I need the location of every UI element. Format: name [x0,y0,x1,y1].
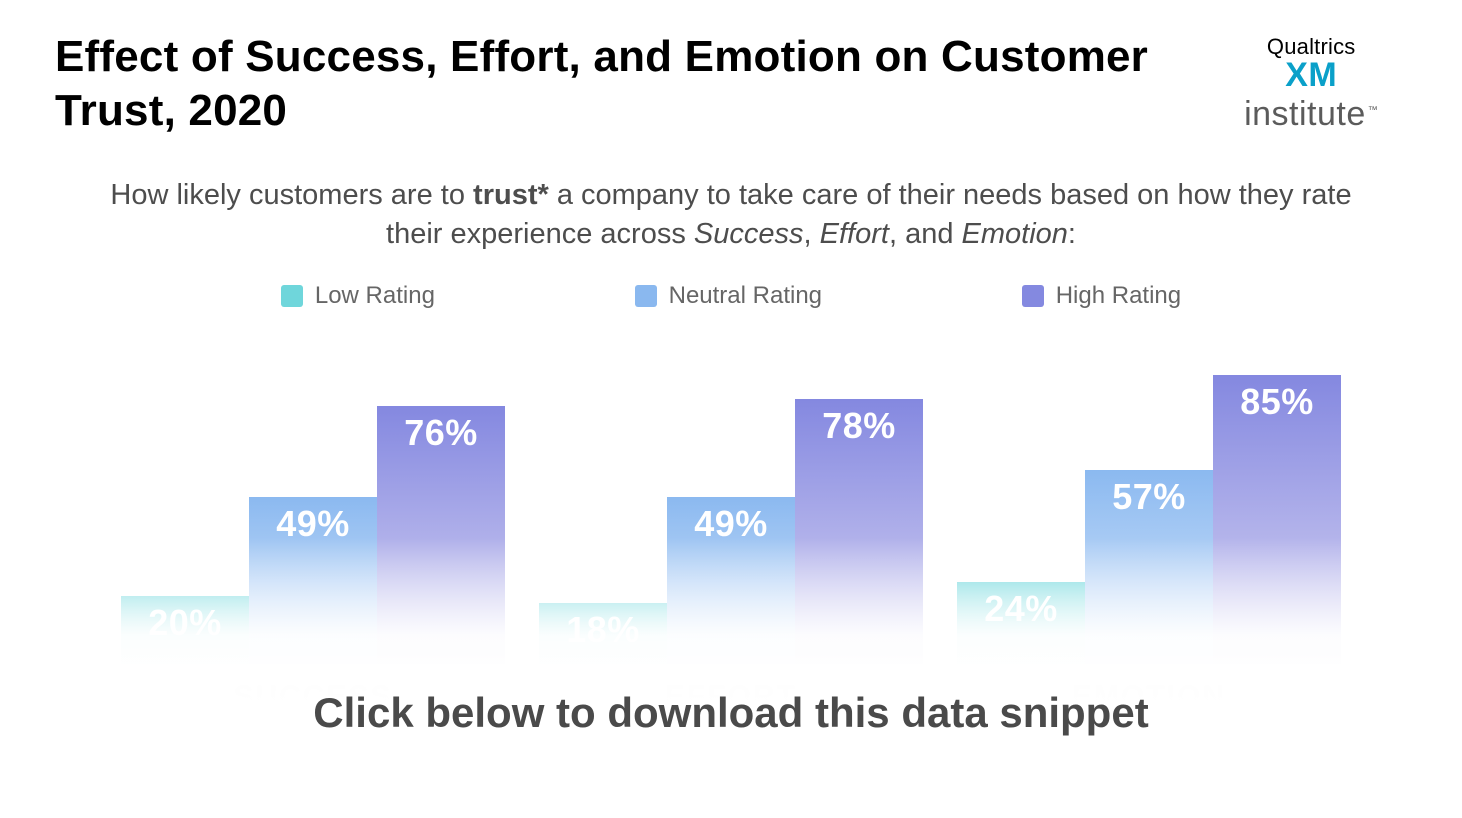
group-success: 20% 49% 76% [121,406,505,664]
legend: Low Rating Neutral Rating High Rating [181,282,1281,310]
logo-subbrand: XM institute™ [1225,56,1397,134]
bar-effort-low-label: 18% [539,609,667,651]
bar-effort-high-label: 78% [795,405,923,447]
group-emotion: 24% 57% 85% [957,375,1341,664]
logo-tm: ™ [1368,105,1379,116]
bar-emotion-low-label: 24% [957,588,1085,630]
legend-low-swatch [281,285,303,307]
header: Effect of Success, Effort, and Emotion o… [0,0,1462,138]
subtitle-g2: Effort [820,218,889,250]
legend-low: Low Rating [281,282,435,310]
bar-effort-mid: 49% [667,497,795,664]
bar-chart: 20% 49% 76% 18% 49% 78% 24% 57% 85% [111,324,1351,664]
bar-success-mid-label: 49% [249,503,377,545]
subtitle: How likely customers are to trust* a com… [0,176,1462,254]
bar-emotion-low: 24% [957,582,1085,664]
subtitle-g3: Emotion [962,218,1068,250]
bar-emotion-high: 85% [1213,375,1341,664]
group-effort: 18% 49% 78% [539,399,923,664]
page-title: Effect of Success, Effort, and Emotion o… [55,30,1225,137]
legend-high-label: High Rating [1056,282,1181,310]
qualtrics-logo: Qualtrics XM institute™ [1225,30,1407,138]
legend-mid-swatch [635,285,657,307]
bar-effort-low: 18% [539,603,667,664]
bar-effort-mid-label: 49% [667,503,795,545]
subtitle-g1: Success [694,218,804,250]
subtitle-trust: trust* [473,179,549,211]
subtitle-sep1: , [804,218,820,250]
bar-emotion-mid-label: 57% [1085,476,1213,518]
logo-institute: institute [1244,95,1366,133]
subtitle-sep2: , and [889,218,962,250]
legend-high-swatch [1022,285,1044,307]
bar-effort-high: 78% [795,399,923,664]
subtitle-end: : [1068,218,1076,250]
bar-emotion-mid: 57% [1085,470,1213,664]
bar-success-low-label: 20% [121,602,249,644]
bar-success-high-label: 76% [377,412,505,454]
legend-mid: Neutral Rating [635,282,822,310]
subtitle-pre: How likely customers are to [110,179,473,211]
legend-low-label: Low Rating [315,282,435,310]
download-cta[interactable]: Click below to download this data snippe… [313,689,1148,737]
legend-high: High Rating [1022,282,1181,310]
bar-emotion-high-label: 85% [1213,381,1341,423]
legend-mid-label: Neutral Rating [669,282,822,310]
bar-success-low: 20% [121,596,249,664]
bar-success-mid: 49% [249,497,377,664]
logo-xm: XM [1285,56,1337,94]
bar-success-high: 76% [377,406,505,664]
